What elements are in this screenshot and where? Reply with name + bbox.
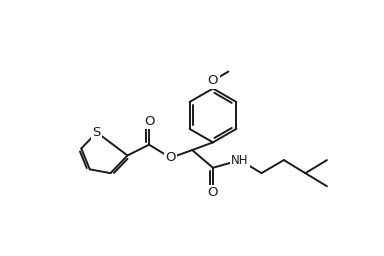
Text: O: O — [144, 115, 154, 128]
Text: NH: NH — [231, 154, 249, 167]
Text: O: O — [166, 151, 176, 164]
Text: S: S — [93, 126, 101, 139]
Text: O: O — [208, 186, 218, 199]
Text: O: O — [208, 74, 218, 87]
